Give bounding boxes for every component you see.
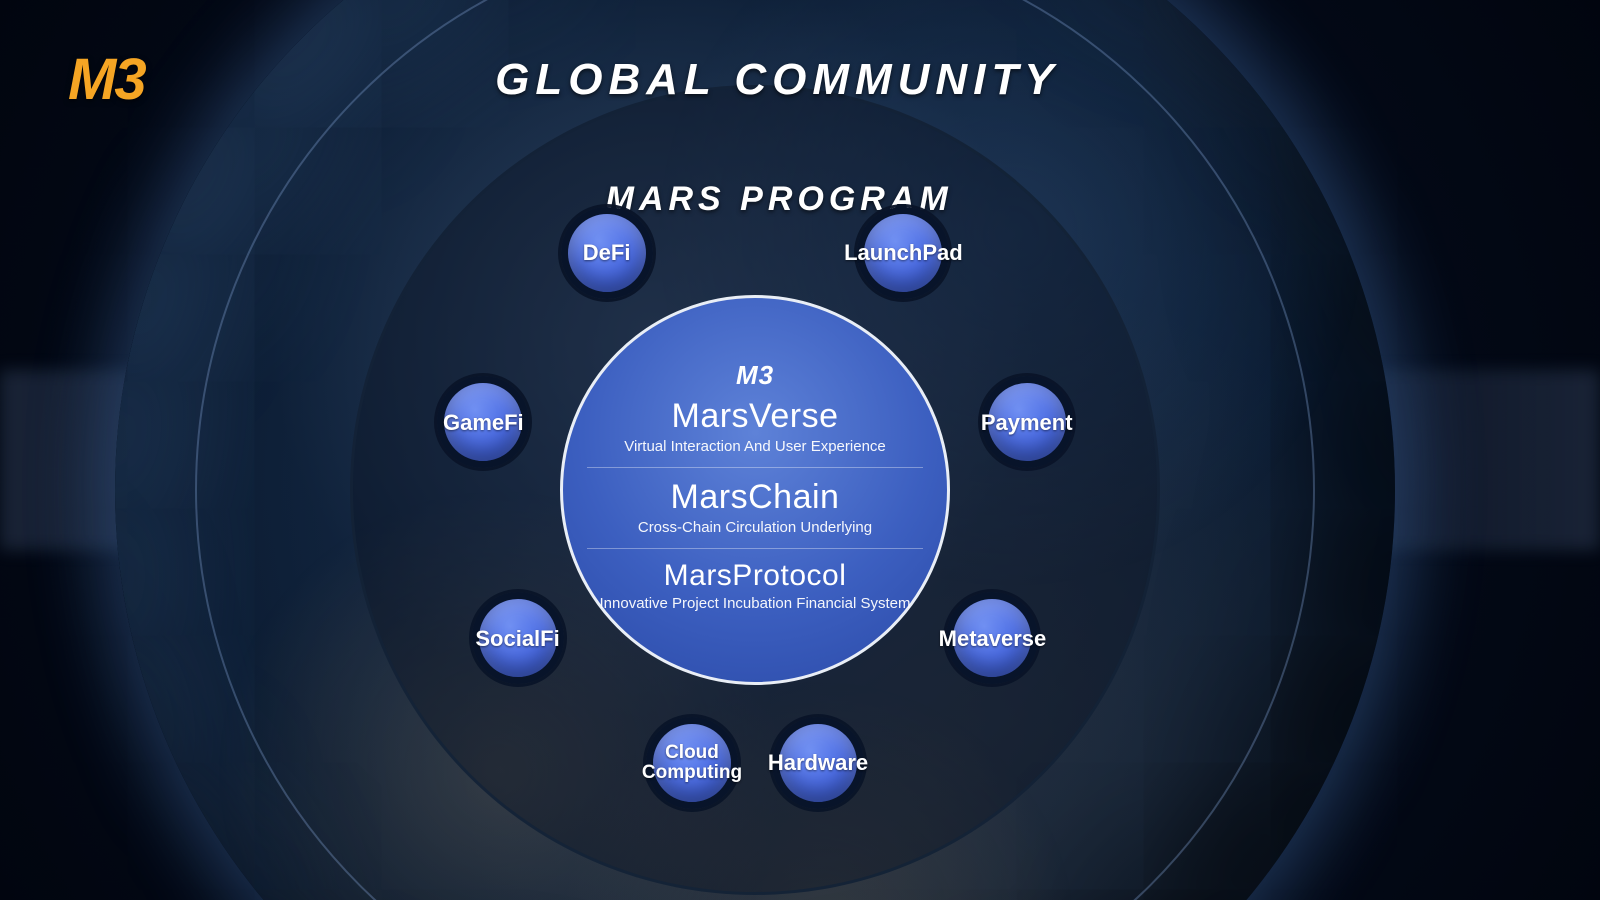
orbit-node-label: DeFi [583, 241, 631, 264]
orbit-node-label: Metaverse [939, 627, 1047, 650]
core-section-marsverse: MarsVerse Virtual Interaction And User E… [587, 389, 923, 463]
orbit-node: Hardware [772, 717, 864, 809]
orbit-node-label: LaunchPad [844, 241, 963, 264]
orbit-node-label: Hardware [768, 751, 868, 774]
orbit-node-label: SocialFi [475, 627, 559, 650]
core-section-marsprotocol: MarsProtocol Innovative Project Incubati… [587, 548, 923, 620]
core-subtitle: Innovative Project Incubation Financial … [587, 595, 923, 612]
orbit-node: Payment [981, 376, 1073, 468]
orbit-node: Cloud Computing [646, 717, 738, 809]
orbit-node-label: Cloud Computing [642, 743, 742, 783]
core-title: MarsVerse [587, 397, 923, 436]
orbit-node: Metaverse [946, 592, 1038, 684]
orbit-node: GameFi [437, 376, 529, 468]
core-subtitle: Cross-Chain Circulation Underlying [587, 519, 923, 536]
m3-logo: M3 [68, 46, 145, 113]
core-title: MarsProtocol [587, 559, 923, 593]
core-section-marschain: MarsChain Cross-Chain Circulation Underl… [587, 467, 923, 544]
core-subtitle: Virtual Interaction And User Experience [587, 438, 923, 455]
orbit-node-label: GameFi [443, 411, 524, 434]
core-brand: M3 [736, 360, 774, 391]
orbit-node-label: Payment [981, 411, 1073, 434]
core-circle: M3 MarsVerse Virtual Interaction And Use… [560, 295, 950, 685]
heading-global-community: GLOBAL COMMUNITY [495, 55, 1060, 105]
diagram-stage: GLOBAL COMMUNITY MARS PROGRAM M3 MarsVer… [0, 0, 1600, 900]
core-title: MarsChain [587, 478, 923, 517]
orbit-node: SocialFi [472, 592, 564, 684]
orbit-node: LaunchPad [857, 207, 949, 299]
orbit-node: DeFi [561, 207, 653, 299]
